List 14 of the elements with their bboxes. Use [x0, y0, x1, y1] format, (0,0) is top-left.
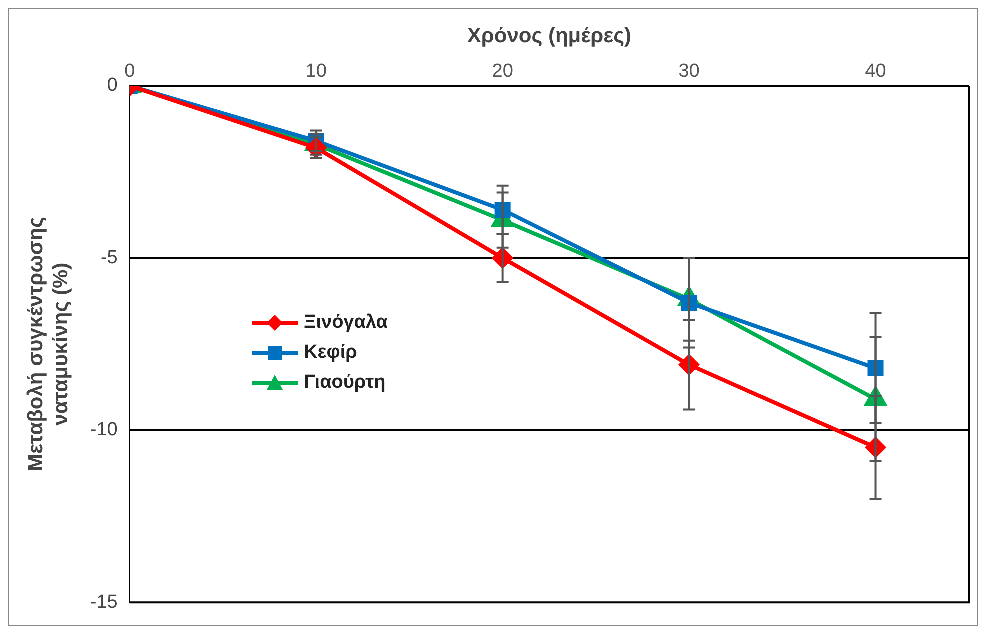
- legend-label: Ξινόγαλα: [304, 312, 388, 334]
- x-tick-label: 0: [124, 60, 136, 82]
- y-tick-label: -5: [100, 247, 118, 268]
- y-tick-label: -15: [90, 592, 118, 613]
- x-tick-label: 30: [678, 60, 700, 82]
- legend-label: Κεφίρ: [304, 342, 358, 364]
- x-tick-label: 10: [306, 60, 327, 82]
- x-tick-label: 20: [492, 60, 514, 82]
- y-tick-label: -10: [90, 420, 118, 441]
- x-tick-label: 40: [865, 60, 886, 82]
- x-axis-title: Χρόνος (ημέρες): [467, 24, 632, 48]
- legend-label: Γιαούρτη: [304, 372, 386, 394]
- y-axis-title: Μεταβολή συγκέντρωσης ναταμυκίνης (%): [24, 216, 73, 472]
- y-tick-label: 0: [107, 75, 118, 96]
